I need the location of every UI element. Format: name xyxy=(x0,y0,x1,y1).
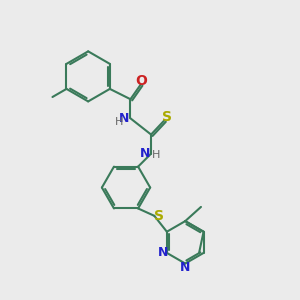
Text: N: N xyxy=(140,147,150,160)
Text: H: H xyxy=(115,117,123,127)
Text: H: H xyxy=(152,150,160,160)
Text: N: N xyxy=(180,261,190,274)
Text: N: N xyxy=(119,112,129,125)
Text: O: O xyxy=(135,74,147,88)
Text: S: S xyxy=(162,110,172,124)
Text: S: S xyxy=(154,209,164,223)
Text: N: N xyxy=(158,246,168,260)
